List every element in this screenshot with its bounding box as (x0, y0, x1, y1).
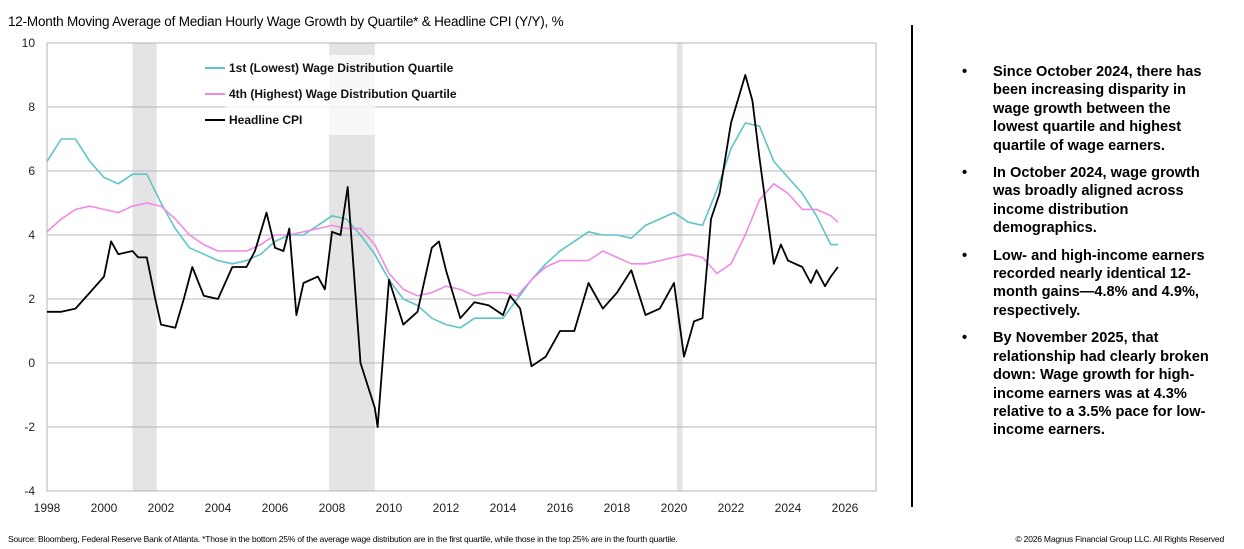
x-tick-label: 2020 (661, 501, 688, 515)
bullet-item: • In October 2024, wage growth was broadl… (962, 165, 1200, 237)
source-note: Source: Bloomberg, Federal Reserve Bank … (8, 534, 678, 544)
x-tick-label: 2018 (604, 501, 631, 515)
bullet-icon: • (962, 330, 968, 347)
recession-band (676, 43, 683, 491)
bullet-item: • Since October 2024, there has been incr… (962, 64, 1202, 154)
x-tick-label: 2024 (775, 501, 802, 515)
x-tick-label: 2016 (547, 501, 574, 515)
legend-backdrop (225, 55, 375, 135)
chart-title: 12-Month Moving Average of Median Hourly… (8, 14, 564, 29)
y-tick-label: -2 (24, 420, 35, 434)
x-tick-label: 1998 (34, 501, 61, 515)
y-tick-label: 0 (28, 356, 35, 370)
x-tick-label: 2012 (433, 501, 460, 515)
series-line (46, 183, 839, 297)
x-tick-label: 2000 (91, 501, 118, 515)
bullet-icon: • (962, 165, 968, 182)
bullet-icon: • (962, 64, 968, 80)
x-tick-label: 2026 (832, 501, 859, 515)
x-tick-label: 2014 (490, 501, 517, 515)
y-tick-label: -4 (24, 484, 35, 498)
recession-band (132, 43, 157, 491)
y-tick-label: 2 (28, 292, 35, 306)
line-chart: -4 -2 0 2 4 6 8 10 1998 2000 2002 2004 2006 2008 2010 2… (22, 36, 877, 515)
legend-label: 4th (Highest) Wage Distribution Quartile (229, 87, 457, 101)
y-tick-label: 4 (28, 228, 35, 242)
copyright: © 2026 Magnus Financial Group LLC. All R… (1015, 534, 1224, 544)
bullet-list: • Since October 2024, there has been incr… (958, 63, 1220, 449)
legend-label: Headline CPI (229, 113, 302, 127)
y-tick-label: 6 (28, 164, 35, 178)
x-tick-label: 2002 (148, 501, 175, 515)
plot-frame (46, 42, 877, 492)
divider (911, 25, 913, 507)
y-tick-label: 8 (28, 100, 35, 114)
series-line (47, 74, 839, 428)
bullet-item: • By November 2025, that relationship had… (962, 330, 1209, 439)
x-tick-label: 2008 (319, 501, 346, 515)
series-line (46, 122, 838, 329)
legend-label: 1st (Lowest) Wage Distribution Quartile (229, 61, 454, 75)
y-tick-label: 10 (22, 36, 36, 50)
bullet-item: • Low- and high-income earners recorded n… (962, 247, 1205, 319)
x-tick-label: 2004 (205, 501, 232, 515)
x-tick-label: 2022 (718, 501, 745, 515)
bullet-icon: • (962, 247, 968, 264)
x-tick-label: 2006 (262, 501, 289, 515)
x-tick-label: 2010 (376, 501, 403, 515)
